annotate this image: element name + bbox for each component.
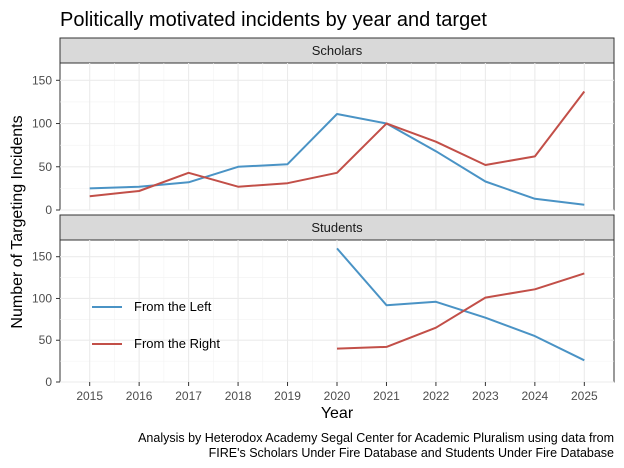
- x-tick-label: 2020: [324, 389, 351, 403]
- caption-line-1: Analysis by Heterodox Academy Segal Cent…: [138, 431, 614, 445]
- y-tick-label: 0: [45, 375, 52, 389]
- strip-label-scholars: Scholars: [312, 43, 363, 58]
- grid-scholars: [60, 63, 614, 211]
- series-line-right: [336, 272, 585, 350]
- x-tick-label: 2018: [225, 389, 252, 403]
- y-axis-scholars: 0 50 100 150: [32, 73, 60, 217]
- x-axis: 2015 2016 2017 2018 2019 2020 2021 2022 2023 2024…: [76, 382, 598, 403]
- y-tick-label: 150: [32, 73, 52, 87]
- series-lines-scholars: [89, 90, 586, 206]
- x-tick-label: 2017: [175, 389, 202, 403]
- strip-label-students: Students: [311, 220, 363, 235]
- caption-line-2: FIRE's Scholars Under Fire Database and …: [209, 446, 614, 460]
- series-lines-students: [336, 247, 585, 362]
- series-line-left: [336, 247, 585, 362]
- y-tick-label: 100: [32, 291, 52, 305]
- x-tick-label: 2016: [126, 389, 153, 403]
- legend: From the Left From the Right: [92, 299, 220, 351]
- chart-title: Politically motivated incidents by year …: [60, 9, 487, 31]
- x-tick-label: 2022: [423, 389, 450, 403]
- y-tick-label: 0: [45, 203, 52, 217]
- y-tick-label: 100: [32, 117, 52, 131]
- strip-background-scholars: [59, 37, 615, 64]
- legend-label-left: From the Left: [134, 299, 212, 314]
- y-tick-label: 50: [39, 333, 53, 347]
- legend-label-right: From the Right: [134, 336, 220, 351]
- x-tick-label: 2015: [76, 389, 103, 403]
- x-axis-title: Year: [321, 405, 354, 422]
- y-axis-students: 0 50 100 150: [32, 250, 60, 389]
- x-tick-label: 2019: [274, 389, 301, 403]
- x-tick-label: 2024: [522, 389, 549, 403]
- series-line-left: [89, 113, 585, 206]
- x-tick-label: 2025: [571, 389, 598, 403]
- series-line-right: [89, 90, 586, 198]
- y-axis-title: Number of Targeting Incidents: [9, 115, 26, 328]
- x-tick-label: 2023: [472, 389, 499, 403]
- y-tick-label: 150: [32, 250, 52, 264]
- y-tick-label: 50: [39, 160, 53, 174]
- x-tick-label: 2021: [373, 389, 400, 403]
